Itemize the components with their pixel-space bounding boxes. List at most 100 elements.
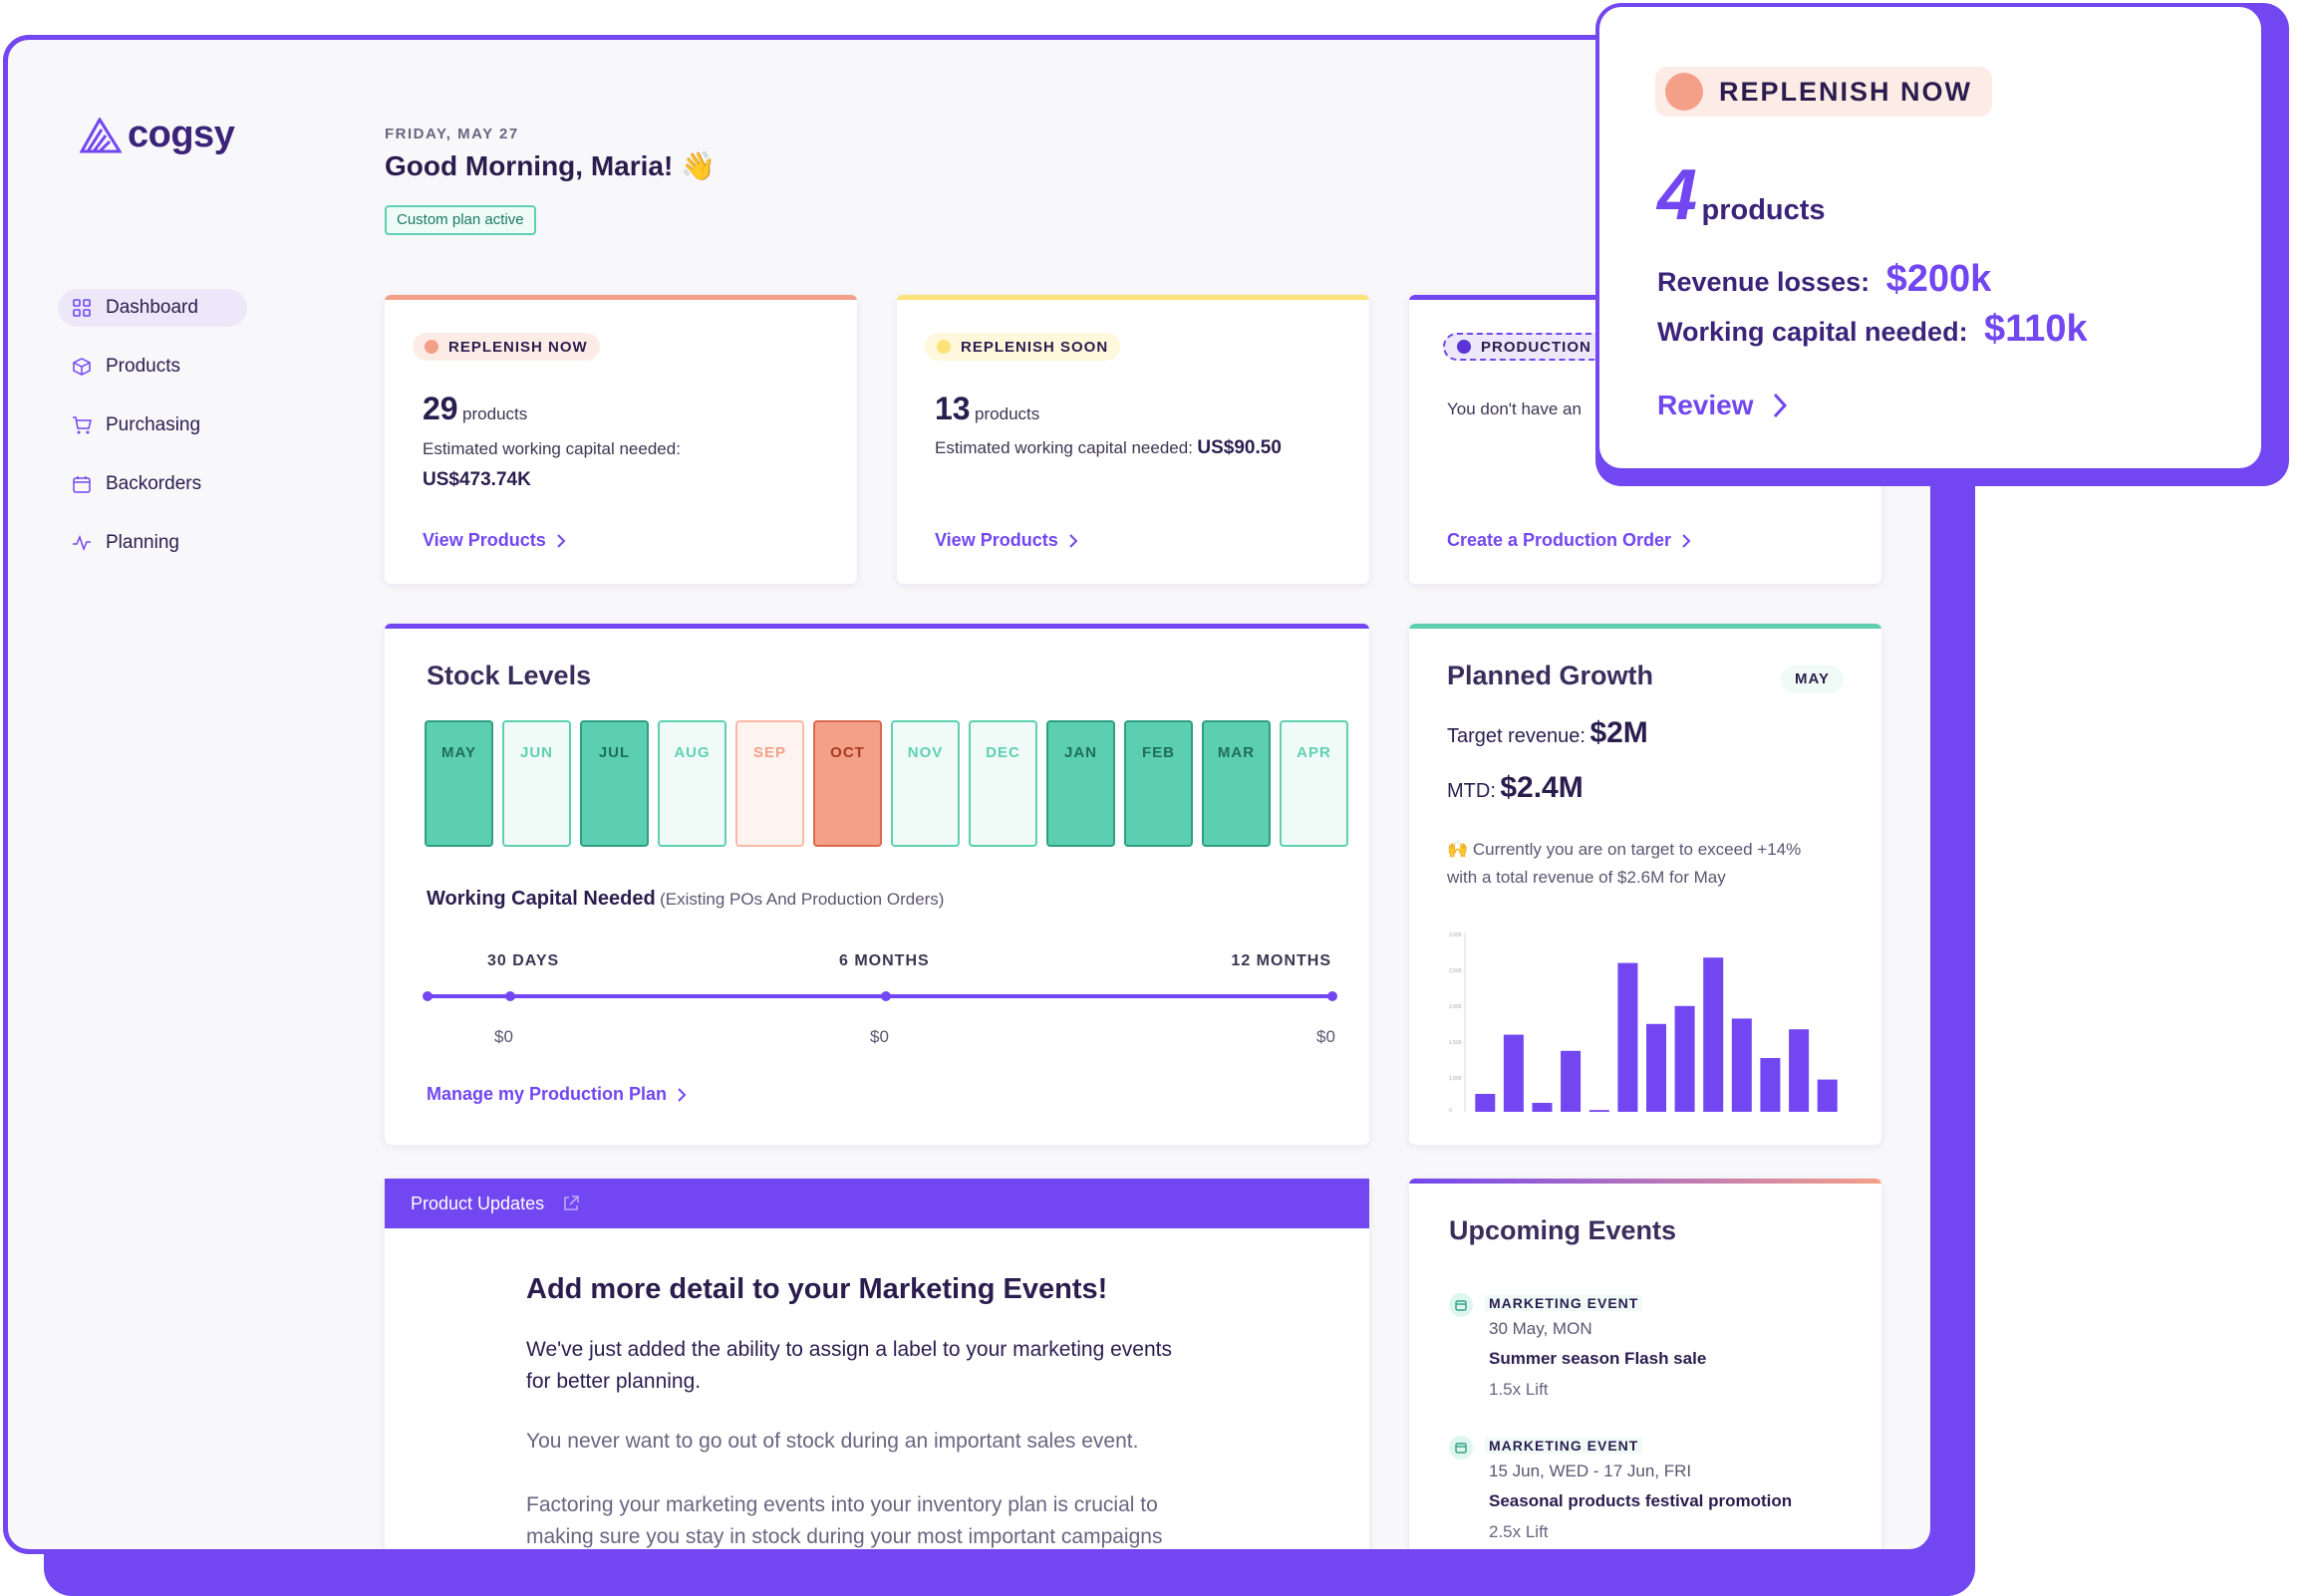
chevron-right-icon [1773,393,1787,418]
sidebar-item-products[interactable]: Products [58,348,247,386]
logo[interactable]: cogsy [80,114,235,156]
month-cell[interactable]: MAY [425,720,493,847]
replenish-popup[interactable]: REPLENISH NOW 4 products Revenue losses:… [1599,7,2261,468]
sidebar-item-dashboard[interactable]: Dashboard [58,289,247,327]
wc-subtitle: (Existing POs And Production Orders) [660,890,945,909]
growth-note: 🙌 Currently you are on target to exceed … [1447,840,1802,859]
chevron-right-icon [1069,533,1078,548]
event-type: MARKETING EVENT [1485,1295,1643,1311]
month-cell[interactable]: NOV [891,720,960,847]
product-count: 13 [935,391,971,426]
horizon-value: $0 [1316,1027,1335,1046]
month-cell[interactable]: JUN [502,720,571,847]
update-heading: Add more detail to your Marketing Events… [526,1273,1108,1305]
horizon-label: 6 MONTHS [839,952,930,969]
sidebar-nav: Dashboard Products Purchasing Backorders [58,289,247,583]
chart-bar [1674,1005,1695,1112]
month-cell[interactable]: DEC [969,720,1037,847]
timeline-dot[interactable] [505,991,515,1001]
status-dot [937,340,951,354]
update-lead-1: We've just added the ability to assign a… [526,1338,1172,1361]
month-cell[interactable]: APR [1280,720,1348,847]
svg-text:3,000: 3,000 [1449,932,1462,938]
event-lift: 2.5x Lift [1489,1522,1549,1541]
timeline-track[interactable] [427,994,1333,998]
revenue-loss-label: Revenue losses: [1657,267,1871,297]
event-date: 30 May, MON [1489,1319,1592,1338]
capital-desc: Estimated working capital needed: [935,438,1193,457]
chevron-right-icon [1682,533,1691,548]
wc-title: Working Capital Needed [427,888,656,910]
status-pill: PRODUCTION O [1443,333,1623,361]
update-paragraph-2: Factoring your marketing events into you… [526,1493,1158,1516]
event-name: Summer season Flash sale [1489,1349,1707,1368]
popup-wc-label: Working capital needed: [1657,317,1968,347]
timeline-dot[interactable] [881,991,891,1001]
mtd-label: MTD: [1447,780,1496,802]
cart-icon [72,415,92,435]
product-updates-bar[interactable]: Product Updates [385,1179,1369,1228]
mtd-value: $2.4M [1500,771,1584,804]
upcoming-events-card: Upcoming Events MARKETING EVENT 30 May, … [1409,1179,1881,1549]
event-lift: 1.5x Lift [1489,1380,1549,1399]
month-cell[interactable]: SEP [735,720,804,847]
calendar-icon [72,474,92,494]
external-link-icon[interactable] [562,1195,580,1212]
view-products-link[interactable]: View Products [935,530,1078,551]
replenish-now-card: REPLENISH NOW 29 products Estimated work… [385,295,857,584]
month-badge: MAY [1781,665,1844,693]
replenish-soon-card: REPLENISH SOON 13 products Estimated wor… [897,295,1369,584]
revenue-loss-value: $200k [1885,258,1992,300]
month-cell[interactable]: AUG [658,720,726,847]
status-dot [425,340,438,354]
sidebar-item-label: Backorders [106,473,202,494]
chart-bar [1817,1079,1838,1112]
chart-bar [1731,1018,1752,1112]
stock-levels-title: Stock Levels [427,661,592,690]
manage-production-plan-link[interactable]: Manage my Production Plan [427,1084,687,1105]
stock-levels-card: Stock Levels MAY JUN JUL AUG SEP OCT NOV… [385,624,1369,1145]
chart-bar [1646,1023,1666,1112]
chart-bar [1789,1029,1810,1112]
planned-growth-card: Planned Growth MAY Target revenue: $2M M… [1409,624,1881,1145]
review-link[interactable]: Review [1657,390,1788,421]
sidebar-item-label: Planning [106,532,179,553]
month-cell[interactable]: JUL [580,720,649,847]
calendar-icon [1449,1436,1473,1460]
product-updates-card: Product Updates Add more detail to your … [385,1179,1369,1549]
timeline-dot[interactable] [423,991,433,1001]
sidebar-item-backorders[interactable]: Backorders [58,465,247,503]
target-revenue-label: Target revenue: [1447,725,1586,747]
month-cell[interactable]: FEB [1124,720,1193,847]
timeline-dot[interactable] [1327,991,1337,1001]
chart-bar [1703,957,1724,1112]
sidebar-item-planning[interactable]: Planning [58,524,247,562]
sidebar-item-label: Products [106,356,180,377]
calendar-icon [1449,1293,1473,1317]
status-pill: REPLENISH NOW [413,333,600,361]
month-cell[interactable]: MAR [1202,720,1271,847]
svg-text:0: 0 [1449,1108,1452,1114]
sidebar-item-purchasing[interactable]: Purchasing [58,406,247,444]
product-unit: products [975,404,1040,423]
event-type: MARKETING EVENT [1485,1438,1643,1454]
status-dot [1665,73,1703,111]
month-cell[interactable]: OCT [813,720,882,847]
chart-bar [1617,962,1638,1112]
event-date: 15 Jun, WED - 17 Jun, FRI [1489,1462,1692,1480]
view-products-link[interactable]: View Products [423,530,566,551]
chart-bars [1475,957,1838,1112]
month-cell[interactable]: JAN [1046,720,1115,847]
svg-text:2,500: 2,500 [1449,968,1462,974]
card-accent-bar [385,295,857,300]
chart-axis: 3,000 2,500 2,000 1,500 1,000 0 [1449,932,1466,1114]
create-production-order-link[interactable]: Create a Production Order [1447,530,1691,551]
target-revenue-value: $2M [1589,716,1648,749]
growth-note-2: with a total revenue of $2.6M for May [1447,868,1726,887]
planned-growth-title: Planned Growth [1447,661,1654,690]
update-paragraph-3: making sure you stay in stock during you… [526,1525,1163,1548]
card-accent-bar [1409,624,1881,629]
update-paragraph-1: You never want to go out of stock during… [526,1430,1139,1453]
upcoming-events-title: Upcoming Events [1449,1215,1677,1245]
horizon-value: $0 [870,1027,889,1046]
